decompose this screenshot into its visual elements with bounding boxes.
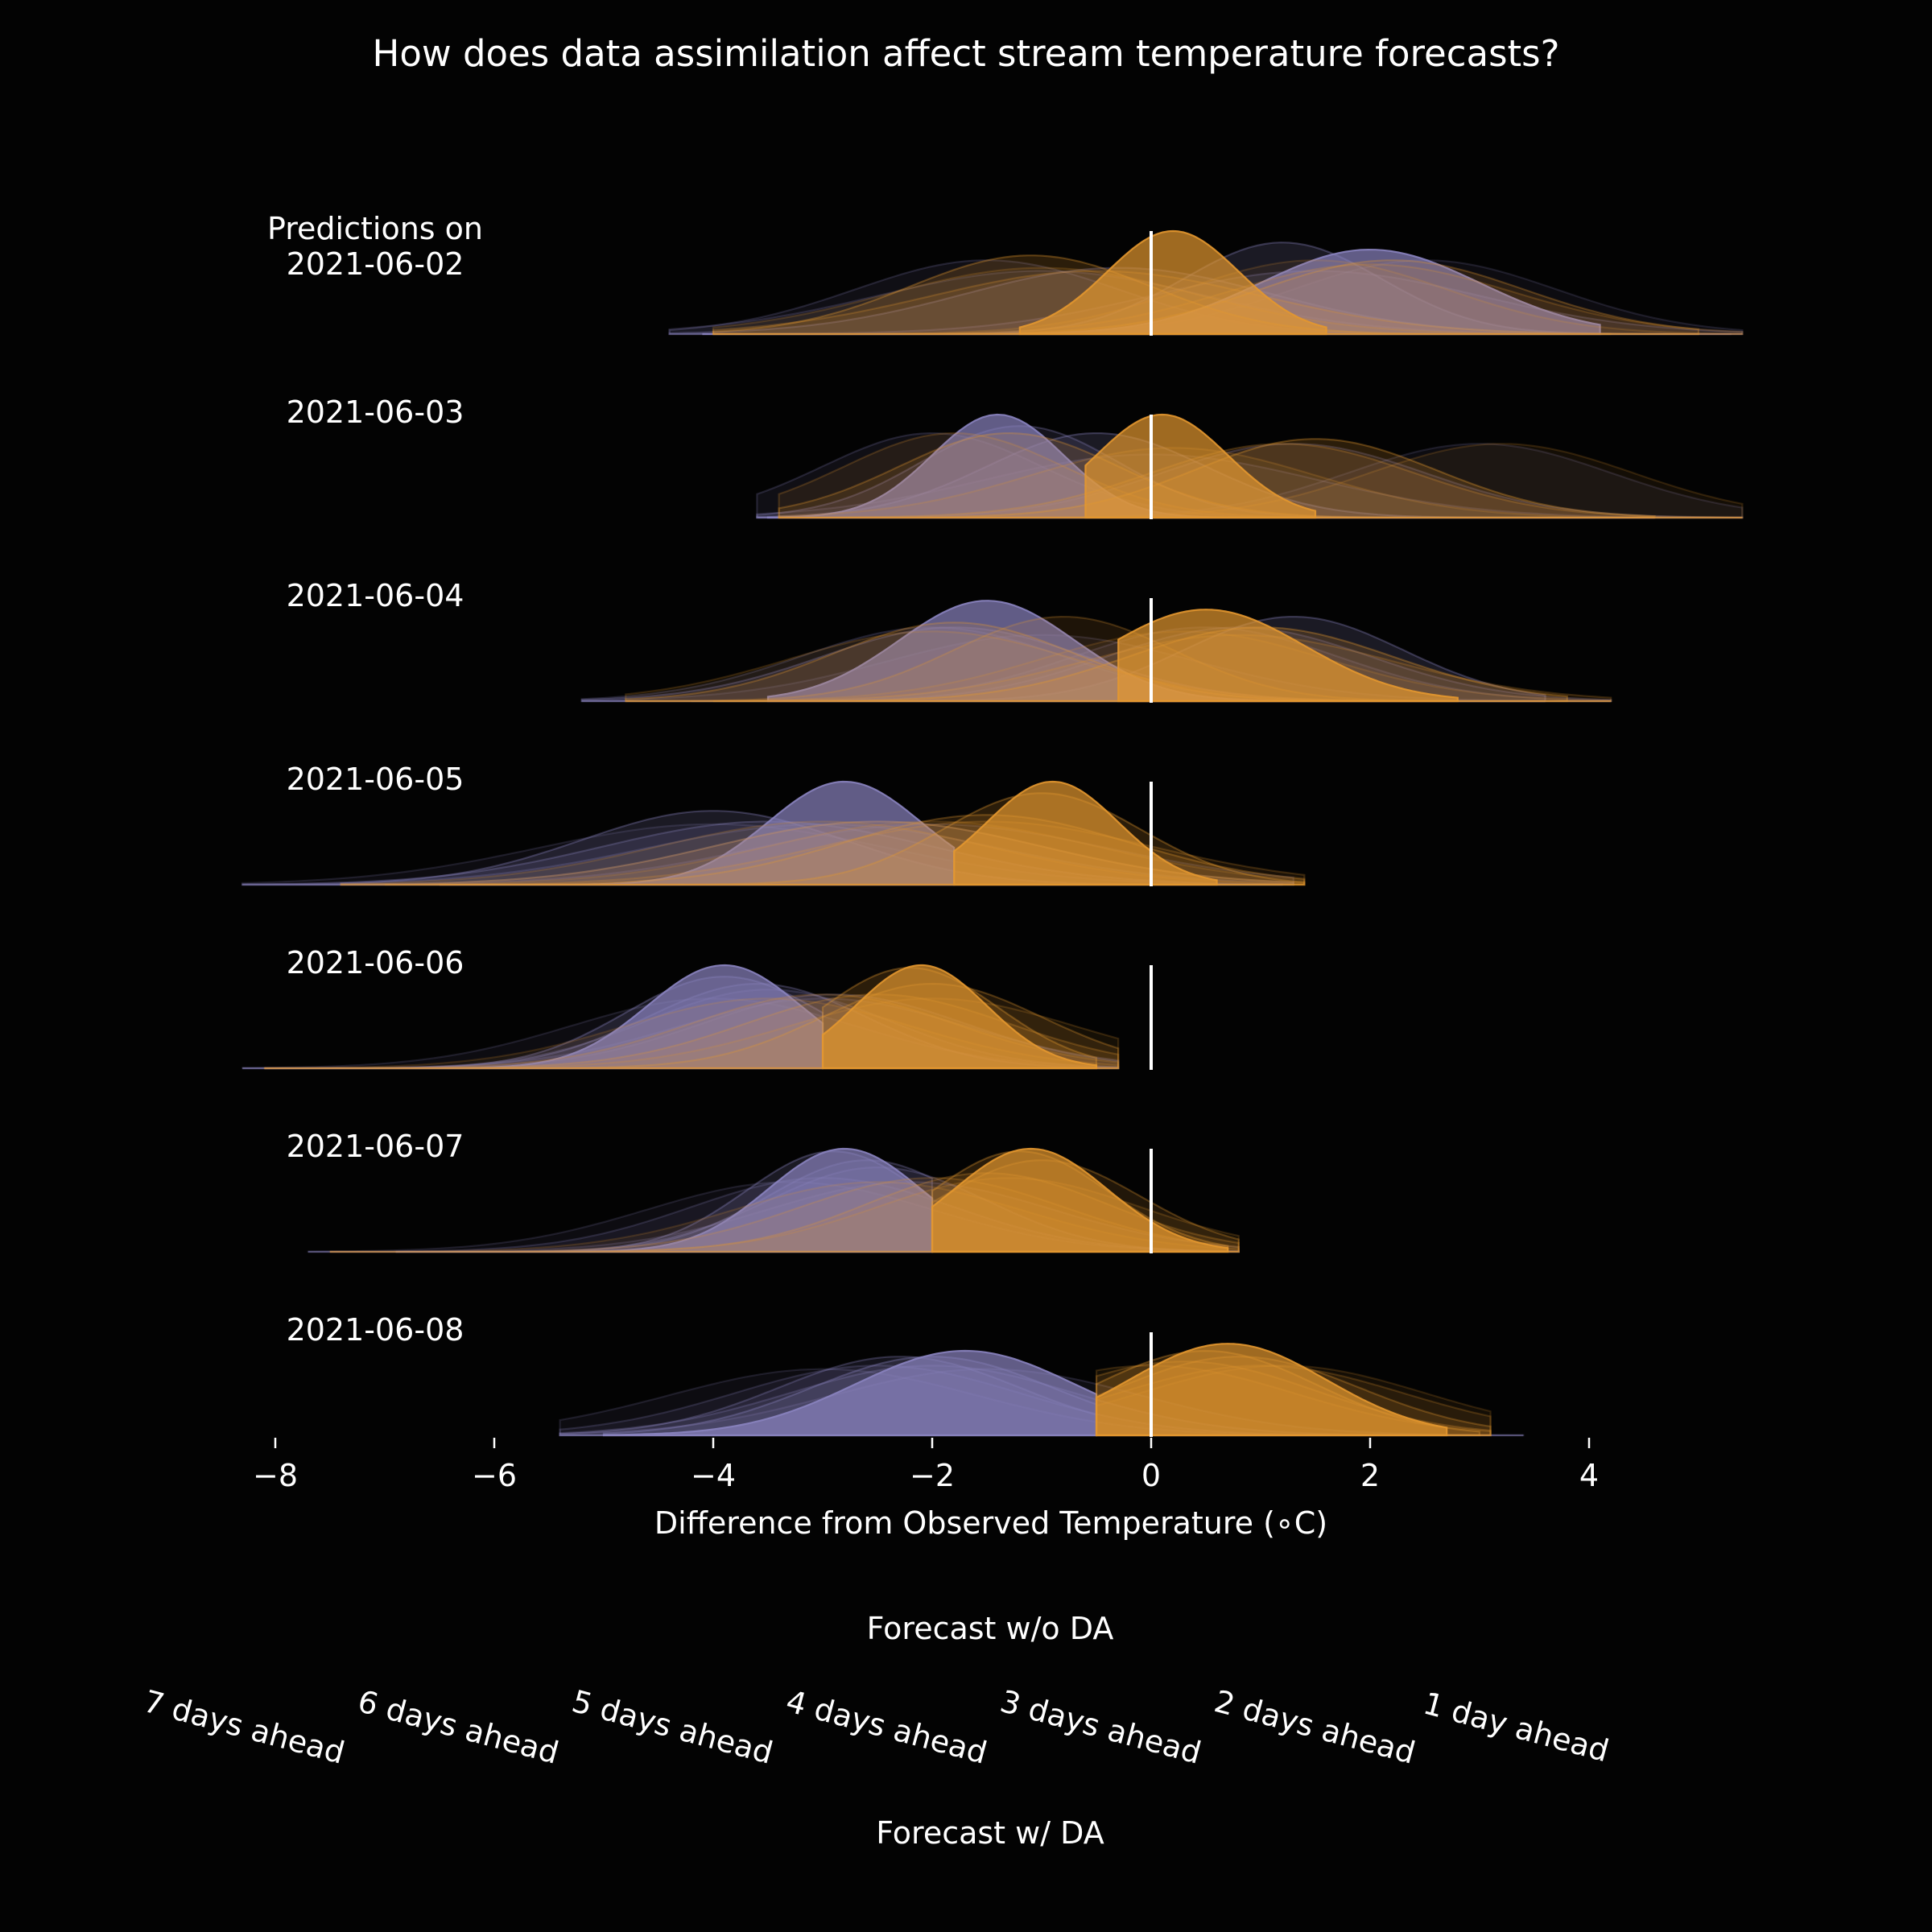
density-no-da bbox=[395, 1147, 934, 1253]
density-da bbox=[931, 1147, 1229, 1253]
legend-label-no-da: Forecast w/o DA bbox=[867, 1611, 1114, 1646]
row-label: 2021-06-08 bbox=[287, 1312, 464, 1348]
legend-label-da: Forecast w/ DA bbox=[876, 1815, 1104, 1851]
row-label: 2021-06-03 bbox=[287, 394, 464, 430]
density-no-da bbox=[602, 1349, 1098, 1437]
x-axis-label: Difference from Observed Temperature (∘C… bbox=[654, 1505, 1327, 1541]
x-tick-label: 4 bbox=[1579, 1458, 1599, 1493]
row-labels: Predictions on 2021-06-02 2021-06-03 2021-0… bbox=[267, 211, 483, 1348]
x-tick-label: 0 bbox=[1141, 1458, 1161, 1493]
density-da bbox=[778, 443, 1744, 519]
chart-title: How does data assimilation affect stream… bbox=[373, 32, 1560, 75]
density-da bbox=[1084, 413, 1317, 519]
x-tick-label: −2 bbox=[910, 1458, 955, 1493]
x-tick-label: −4 bbox=[691, 1458, 736, 1493]
x-tick-label: 2 bbox=[1360, 1458, 1380, 1493]
ridge-row bbox=[668, 229, 1744, 336]
row-label: 2021-06-06 bbox=[287, 945, 464, 980]
row-label: Predictions on 2021-06-02 bbox=[267, 211, 483, 282]
ridge-row bbox=[307, 1147, 1240, 1253]
density-no-da bbox=[264, 964, 824, 1070]
density-no-da bbox=[440, 780, 956, 886]
row-label: 2021-06-05 bbox=[287, 762, 464, 797]
ridge-row bbox=[580, 600, 1612, 703]
density-da bbox=[778, 447, 1743, 519]
x-axis: −8 −6 −4 −2 0 2 4 bbox=[253, 1438, 1599, 1493]
density-da bbox=[1117, 609, 1459, 703]
x-tick-label: −8 bbox=[253, 1458, 298, 1493]
density-da bbox=[821, 964, 1098, 1070]
x-tick-label: −6 bbox=[472, 1458, 517, 1493]
ridge-row bbox=[242, 780, 1306, 886]
row-label: 2021-06-07 bbox=[287, 1129, 464, 1164]
ridge-rows bbox=[242, 229, 1744, 1437]
ridge-row bbox=[559, 1343, 1525, 1437]
density-da bbox=[1018, 229, 1327, 336]
row-label: 2021-06-04 bbox=[287, 578, 464, 613]
ridge-row bbox=[242, 964, 1120, 1070]
density-da bbox=[1095, 1343, 1448, 1437]
ridge-row bbox=[756, 413, 1744, 519]
